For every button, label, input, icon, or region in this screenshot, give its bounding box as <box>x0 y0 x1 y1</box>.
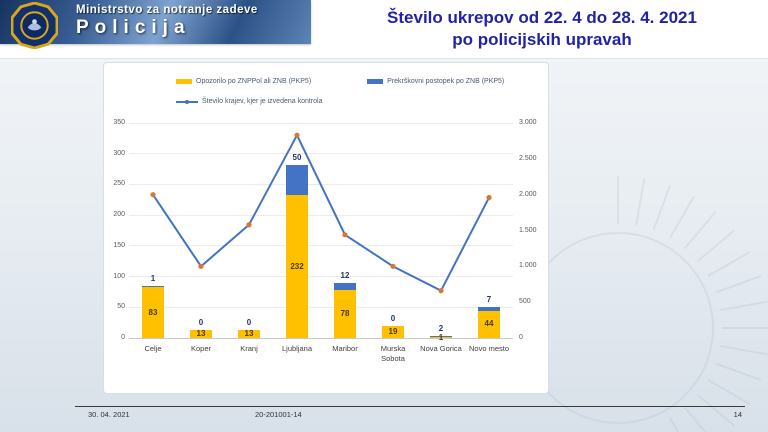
bar-procedure-4 <box>334 282 356 291</box>
data-label-procedure: 0 <box>390 314 396 324</box>
left-axis-tick: 300 <box>113 149 125 157</box>
data-label-procedure: 1 <box>150 274 156 284</box>
category-label: Kranj <box>240 344 258 353</box>
bar-warning-7 <box>478 310 500 338</box>
gridline <box>129 337 513 339</box>
data-label-warning: 44 <box>484 319 494 329</box>
data-label-warning: 13 <box>196 329 206 338</box>
left-axis-tick: 350 <box>113 119 125 126</box>
left-axis-tick: 0 <box>121 334 125 341</box>
ministry-banner: Ministrstvo za notranje zadeve Policija <box>0 0 311 49</box>
footer-document-code: 20-201001-14 <box>255 410 302 419</box>
slide-title-line1: Število ukrepov od 22. 4 do 28. 4. 2021 <box>387 8 697 27</box>
category-label: Murska Sobota <box>380 344 406 363</box>
right-axis-tick: 3.000 <box>519 119 537 126</box>
right-axis-tick: 1.000 <box>519 262 537 270</box>
bar-procedure-3 <box>286 164 308 196</box>
data-label-procedure: 50 <box>292 152 302 162</box>
right-axis-tick: 0 <box>519 334 523 341</box>
right-axis-tick: 500 <box>519 298 531 306</box>
police-badge-icon <box>11 2 58 49</box>
bar-warning-5 <box>382 326 404 338</box>
plot-area: 1 83 0 13 0 13 50 232 12 78 0 19 2 1 7 44 <box>129 122 513 342</box>
bar-procedure-7 <box>478 306 500 311</box>
category-label: Ljubljana <box>281 344 313 353</box>
chart-legend-row-2: Število krajev, kjer je izvedena kontrol… <box>104 98 548 105</box>
slide-title-line2: po policijskih upravah <box>452 30 632 50</box>
data-label-warning: 232 <box>290 261 304 271</box>
data-label-warning: 83 <box>148 307 158 317</box>
category-label: Celje <box>144 344 162 353</box>
gridline <box>129 276 513 278</box>
chart-container: Opozorilo po ZNPPol ali ZNB (PKP5) Prekr… <box>103 62 549 394</box>
legend-swatch-line <box>176 99 198 104</box>
gridline <box>129 306 513 308</box>
right-axis-tick: 2.500 <box>519 154 537 162</box>
bar-warning-6 <box>430 337 452 338</box>
left-axis-tick: 200 <box>113 211 125 219</box>
right-axis-tick: 1.500 <box>519 226 537 234</box>
bar-warning-2 <box>238 330 260 338</box>
data-label-procedure: 2 <box>438 324 444 334</box>
data-label-warning: 13 <box>244 329 254 338</box>
category-label: Maribor <box>332 344 358 353</box>
legend-item-procedure: Prekrškovni postopek po ZNB (PKP5) <box>367 78 504 85</box>
chart-legend-row-1: Opozorilo po ZNPPol ali ZNB (PKP5) Prekr… <box>104 78 548 85</box>
slide-title: Število ukrepov od 22. 4 do 28. 4. 2021 … <box>322 7 762 52</box>
footer-divider <box>75 406 745 407</box>
bar-procedure-0 <box>142 286 164 287</box>
legend-label-procedure: Prekrškovni postopek po ZNB (PKP5) <box>387 78 505 85</box>
bar-warning-1 <box>190 330 212 338</box>
footer-page-number: 14 <box>733 410 742 419</box>
legend-swatch-blue <box>367 79 384 84</box>
data-label-procedure: 0 <box>198 318 204 327</box>
data-label-procedure: 0 <box>246 318 252 327</box>
bar-procedure-6 <box>430 336 452 338</box>
category-label: Koper <box>190 344 211 353</box>
data-label-warning: 1 <box>438 332 444 342</box>
legend-item-warning: Opozorilo po ZNPPol ali ZNB (PKP5) <box>176 78 311 85</box>
data-label-procedure: 7 <box>486 294 492 304</box>
category-label: Novo mesto <box>468 344 510 353</box>
legend-item-controls-line: Število krajev, kjer je izvedena kontrol… <box>176 98 322 105</box>
data-label-warning: 78 <box>340 309 350 319</box>
gridline <box>129 122 513 124</box>
bar-warning-3 <box>286 195 308 338</box>
left-axis-tick: 100 <box>113 272 125 280</box>
footer-date: 30. 04. 2021 <box>88 410 130 419</box>
legend-label-warning: Opozorilo po ZNPPol ali ZNB (PKP5) <box>196 78 312 85</box>
bar-warning-4 <box>334 290 356 338</box>
left-axis-tick: 50 <box>117 303 125 311</box>
left-axis-tick: 250 <box>113 180 125 188</box>
gridline <box>129 214 513 216</box>
gridline <box>129 153 513 155</box>
left-axis-tick: 150 <box>113 241 125 249</box>
category-label: Nova Gorica <box>420 344 462 353</box>
legend-swatch-yellow <box>176 79 192 84</box>
right-axis-tick: 2.000 <box>519 190 537 198</box>
ministry-name: Ministrstvo za notranje zadeve <box>76 4 258 16</box>
data-label-warning: 19 <box>388 327 398 337</box>
data-label-procedure: 12 <box>340 270 350 280</box>
legend-label-controls: Število krajev, kjer je izvedena kontrol… <box>202 98 323 105</box>
organization-name: Policija <box>76 17 191 38</box>
gridline <box>129 245 513 247</box>
controls-line-series <box>150 132 492 294</box>
bar-warning-0 <box>142 287 164 338</box>
